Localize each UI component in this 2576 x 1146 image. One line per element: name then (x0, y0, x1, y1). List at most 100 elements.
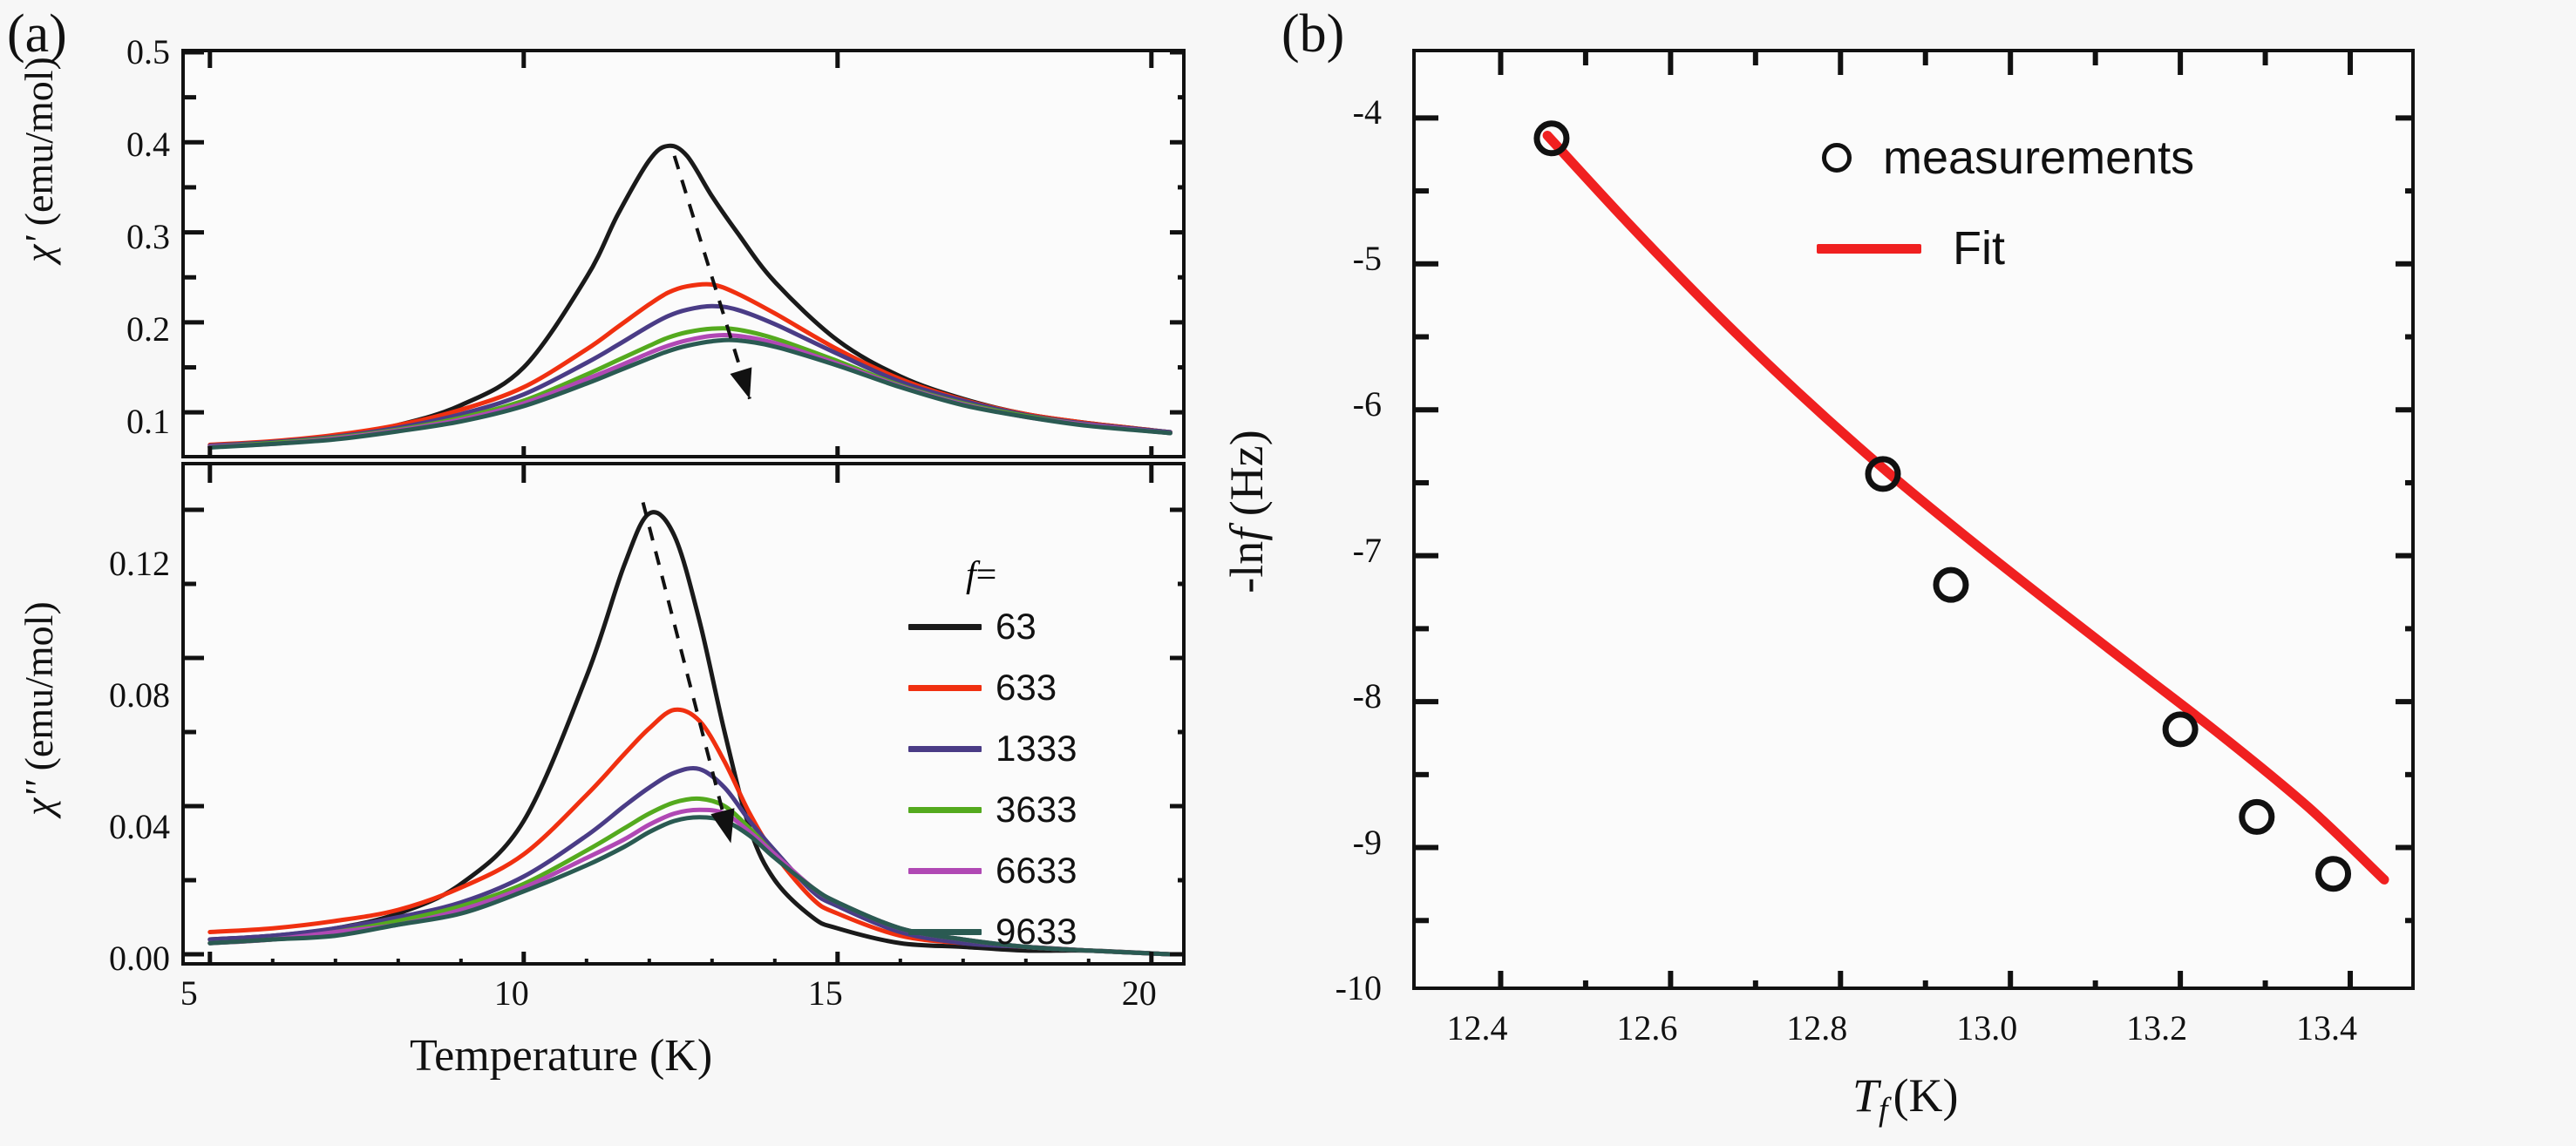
legend-label-measurements: measurements (1883, 132, 2195, 184)
tick-b-y-2: -6 (1352, 384, 1382, 424)
legend-item-measurements[interactable]: measurements (1822, 131, 2194, 185)
tick-a-upper-2: 0.3 (126, 217, 170, 256)
legend-item-633[interactable]: 633 (908, 669, 1057, 706)
tick-a-x-3: 20 (1121, 973, 1157, 1013)
legend-swatch-9633 (908, 928, 982, 935)
panel-a-lower-plot (181, 462, 1186, 966)
panel-b-tickmarks (1416, 52, 2411, 987)
chi-prime-curve-1333 (207, 303, 1172, 448)
legend-swatch-6633 (908, 867, 982, 874)
measurement-markers (1533, 120, 2352, 892)
legend-item-3633[interactable]: 3633 (908, 791, 1077, 828)
line-marker-icon (1817, 243, 1921, 254)
measurement-point-4 (2239, 798, 2275, 835)
legend-item-6633[interactable]: 6633 (908, 852, 1077, 889)
legend-item-63[interactable]: 63 (908, 608, 1037, 645)
chi-double-prime-curve-1333 (207, 765, 1172, 957)
tick-a-x-2: 15 (807, 973, 843, 1013)
legend-swatch-63 (908, 623, 982, 630)
panel-b-plot (1412, 49, 2415, 990)
panel-b-ylabel-symbol: f (1220, 527, 1273, 541)
tick-a-lower-0: 0.12 (109, 544, 170, 583)
measurement-point-0 (1533, 120, 1570, 157)
panel-a-lower-svg (185, 465, 1182, 962)
legend-label-3633: 3633 (996, 789, 1077, 830)
panel-b-ylabel-unit: (Hz) (1220, 430, 1273, 517)
chi-double-prime-curve-9633 (207, 815, 1172, 957)
panel-b-svg (1416, 52, 2411, 987)
chi-prime-curve-63 (207, 143, 1172, 449)
tick-a-upper-1: 0.4 (126, 125, 170, 164)
tick-b-x-1: 12.6 (1616, 1008, 1678, 1048)
panel-a-xlabel: Temperature (K) (410, 1031, 713, 1081)
panel-b-ylabel-prefix: -ln (1220, 540, 1273, 593)
legend-item-9633[interactable]: 9633 (908, 913, 1077, 950)
panel-a-upper-svg (185, 52, 1182, 455)
panel-b-xlabel-unit: (K) (1893, 1069, 1959, 1122)
panel-b-ylabel: -lnf (Hz) (1220, 363, 1273, 660)
legend-label-1333: 1333 (996, 728, 1077, 769)
measurement-point-1 (1865, 456, 1901, 492)
frequency-legend: f= 63 633 1333 3633 6633 9633 (908, 554, 1170, 964)
panel-a-upper-ylabel: χ' (emu/mol) (17, 33, 61, 286)
panel-b-legend: measurements Fit (1817, 131, 2380, 305)
tick-b-y-0: -4 (1352, 92, 1382, 132)
panel-b-xlabel-symbol: T (1852, 1069, 1879, 1122)
tick-a-lower-3: 0.00 (109, 939, 170, 978)
tick-b-x-5: 13.4 (2296, 1008, 2358, 1048)
tick-b-y-4: -8 (1352, 676, 1382, 716)
tick-b-x-3: 13.0 (1956, 1008, 2018, 1048)
panel-b-xlabel: Tf (K) (1852, 1072, 1959, 1127)
tick-a-lower-1: 0.08 (109, 675, 170, 715)
panel-a-lower-tickmarks (185, 465, 1182, 962)
legend-label-9633: 9633 (996, 911, 1077, 952)
legend-label-633: 633 (996, 667, 1057, 708)
panel-b-xlabel-subscript: f (1879, 1091, 1888, 1129)
legend-swatch-633 (908, 684, 982, 691)
peak-shift-arrow-lower (641, 502, 733, 844)
tick-b-x-0: 12.4 (1446, 1008, 1508, 1048)
legend-label-6633: 6633 (996, 850, 1077, 891)
tick-a-upper-0: 0.5 (126, 32, 170, 71)
tick-b-y-1: -5 (1352, 238, 1382, 278)
measurement-point-5 (2315, 856, 2352, 892)
frequency-legend-header: f= (966, 554, 996, 596)
legend-swatch-1333 (908, 745, 982, 752)
panel-a-tag: (a) (7, 4, 67, 64)
tick-a-lower-2: 0.04 (109, 807, 170, 846)
frequency-symbol: f (966, 555, 976, 595)
tick-a-x-0: 5 (180, 973, 198, 1013)
legend-item-fit[interactable]: Fit (1817, 221, 2005, 275)
peak-shift-arrow-upper (672, 155, 751, 400)
legend-swatch-3633 (908, 806, 982, 813)
peak-shift-arrowhead-upper (730, 367, 752, 399)
chi-prime-curves (207, 143, 1172, 450)
chi-double-prime-unit: (emu/mol) (17, 601, 61, 771)
panel-a-upper-tickmarks (185, 52, 1182, 455)
chi-prime-symbol: χ' (17, 235, 61, 262)
tick-b-x-4: 13.2 (2126, 1008, 2188, 1048)
panel-a-lower-ylabel: χ'' (emu/mol) (17, 578, 61, 839)
chi-double-prime-symbol: χ'' (17, 780, 61, 816)
legend-label-63: 63 (996, 606, 1037, 647)
measurement-point-2 (1933, 566, 1969, 603)
chi-prime-unit: (emu/mol) (17, 57, 61, 227)
tick-a-upper-3: 0.2 (126, 309, 170, 349)
panel-a-upper-plot (181, 49, 1186, 458)
tick-b-y-5: -9 (1352, 822, 1382, 862)
measurement-point-3 (2162, 711, 2199, 748)
tick-a-upper-4: 0.1 (126, 402, 170, 441)
tick-a-x-1: 10 (493, 973, 529, 1013)
peak-shift-arrowhead-lower (710, 808, 735, 844)
legend-item-1333[interactable]: 1333 (908, 730, 1077, 767)
circle-marker-icon (1822, 143, 1852, 173)
chi-prime-curve-6633 (207, 333, 1172, 449)
tick-b-y-6: -10 (1335, 968, 1382, 1007)
panel-b-tag: (b) (1281, 4, 1345, 64)
tick-b-x-2: 12.8 (1786, 1008, 1848, 1048)
legend-label-fit: Fit (1953, 222, 2005, 275)
chi-double-prime-curves (207, 510, 1172, 957)
tick-b-y-3: -7 (1352, 530, 1382, 570)
frequency-equals: = (975, 555, 997, 595)
